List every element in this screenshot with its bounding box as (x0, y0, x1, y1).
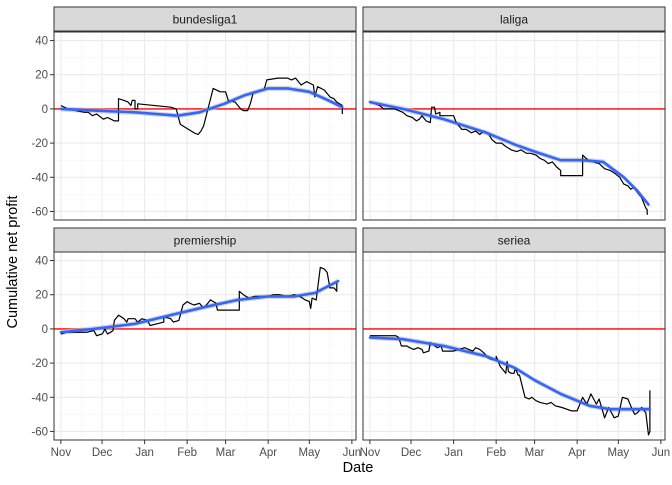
cumulative-profit-line (369, 101, 648, 215)
x-tick-label: May (607, 447, 629, 459)
x-tick-label: Jun (343, 447, 362, 459)
x-tick-label: Jan (135, 447, 154, 459)
facet-strip (53, 227, 357, 253)
panel-border (53, 251, 357, 441)
panel-border (362, 251, 666, 441)
y-tick-label: 0 (42, 104, 48, 116)
x-tick-label: Apr (259, 447, 277, 459)
smooth-trend-line (59, 279, 340, 334)
cumulative-profit-line (60, 266, 338, 337)
x-tick-label: Mar (525, 447, 545, 459)
facet-strip-label: seriea (498, 234, 531, 248)
smooth-confidence-band (60, 85, 343, 119)
x-tick-label: Jan (444, 447, 463, 459)
y-tick-label: 0 (42, 324, 48, 336)
smooth-confidence-band (60, 278, 339, 335)
y-tick-label: -40 (31, 172, 48, 184)
x-tick-label: Dec (92, 447, 113, 459)
y-tick-label: 20 (35, 70, 48, 82)
facet-strip (362, 227, 666, 253)
x-tick-label: Dec (401, 447, 422, 459)
facet-strip (53, 6, 357, 32)
facet-strip-label: laliga (500, 13, 528, 27)
x-axis-label: Date (343, 460, 374, 476)
facet-strip-label: bundesliga1 (173, 13, 238, 27)
y-tick-label: -20 (31, 138, 48, 150)
smooth-trend-line (368, 336, 652, 411)
y-tick-label: -20 (31, 358, 48, 370)
facet-strip (362, 6, 666, 32)
y-tick-label: -60 (31, 426, 48, 438)
y-tick-label: 40 (35, 256, 48, 268)
y-tick-label: -60 (31, 206, 48, 218)
y-tick-label: 40 (35, 36, 48, 48)
smooth-trend-line (59, 87, 344, 117)
y-tick-label: -40 (31, 392, 48, 404)
x-tick-label: Nov (360, 447, 381, 459)
y-axis-label: Cumulative net profit (5, 196, 21, 329)
y-tick-label: 20 (35, 290, 48, 302)
x-tick-label: Feb (177, 447, 197, 459)
smooth-trend-line (368, 100, 650, 206)
cumulative-profit-line (369, 335, 651, 436)
panel-border (53, 31, 357, 221)
cumulative-profit-line (60, 77, 343, 136)
x-tick-label: Feb (486, 447, 506, 459)
facet-strip-label: premiership (174, 234, 237, 248)
x-tick-label: May (298, 447, 320, 459)
x-tick-label: Jun (652, 447, 671, 459)
x-tick-label: Nov (51, 447, 72, 459)
x-tick-label: Mar (216, 447, 236, 459)
panel-border (362, 31, 666, 221)
x-tick-label: Apr (568, 447, 586, 459)
